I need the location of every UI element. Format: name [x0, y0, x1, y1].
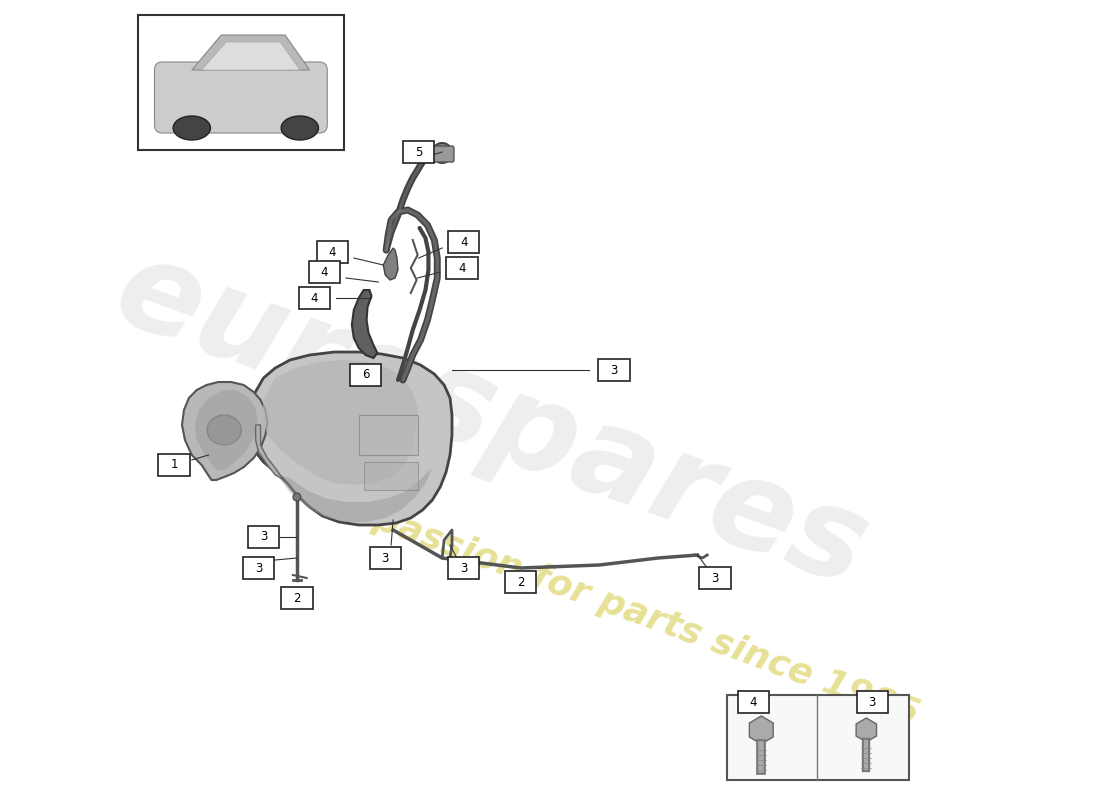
Text: 4: 4	[311, 291, 318, 305]
Text: 3: 3	[255, 562, 262, 574]
Bar	[738, 691, 769, 713]
Text: 1: 1	[170, 458, 178, 471]
Text: 3: 3	[260, 530, 267, 543]
Text: 5: 5	[415, 146, 422, 158]
Text: 4: 4	[460, 235, 467, 249]
Bar	[364, 462, 418, 490]
Bar	[248, 526, 279, 548]
Bar	[857, 691, 888, 713]
Text: 4: 4	[329, 246, 336, 258]
Ellipse shape	[282, 116, 319, 140]
Bar	[403, 141, 434, 163]
Text: 3: 3	[610, 363, 618, 377]
FancyBboxPatch shape	[154, 62, 328, 133]
Polygon shape	[182, 382, 267, 480]
Text: 2: 2	[293, 591, 300, 605]
Text: eurospares: eurospares	[99, 228, 883, 612]
Bar	[243, 557, 274, 579]
Bar	[138, 15, 344, 150]
Ellipse shape	[173, 116, 210, 140]
Text: 3: 3	[869, 695, 876, 709]
Polygon shape	[262, 360, 418, 485]
Polygon shape	[383, 248, 398, 280]
Bar	[727, 695, 909, 780]
Bar	[282, 587, 312, 609]
Polygon shape	[352, 290, 377, 358]
Polygon shape	[195, 390, 257, 470]
Text: 2: 2	[517, 575, 525, 589]
Text: 4: 4	[458, 262, 465, 274]
Bar	[598, 359, 629, 381]
Bar	[299, 287, 330, 309]
Bar	[370, 547, 400, 569]
Polygon shape	[191, 35, 309, 70]
Circle shape	[432, 143, 452, 163]
Circle shape	[293, 493, 300, 501]
FancyBboxPatch shape	[432, 146, 454, 162]
Bar	[359, 415, 418, 455]
Bar	[505, 571, 537, 593]
Polygon shape	[277, 468, 432, 522]
Polygon shape	[252, 352, 452, 525]
Bar	[309, 261, 340, 283]
Text: 3: 3	[712, 571, 718, 585]
Bar	[448, 557, 480, 579]
Text: 4: 4	[320, 266, 328, 278]
Text: a passion for parts since 1985: a passion for parts since 1985	[334, 489, 924, 731]
Bar	[448, 231, 480, 253]
Text: 4: 4	[750, 695, 757, 709]
Polygon shape	[255, 425, 285, 480]
Bar	[350, 364, 382, 386]
Bar	[158, 454, 190, 476]
Ellipse shape	[207, 415, 241, 445]
Bar	[317, 241, 348, 263]
Bar	[700, 567, 730, 589]
Text: 3: 3	[460, 562, 467, 574]
Bar	[447, 257, 477, 279]
Text: 3: 3	[382, 551, 389, 565]
Polygon shape	[201, 42, 300, 70]
Text: 6: 6	[362, 369, 370, 382]
